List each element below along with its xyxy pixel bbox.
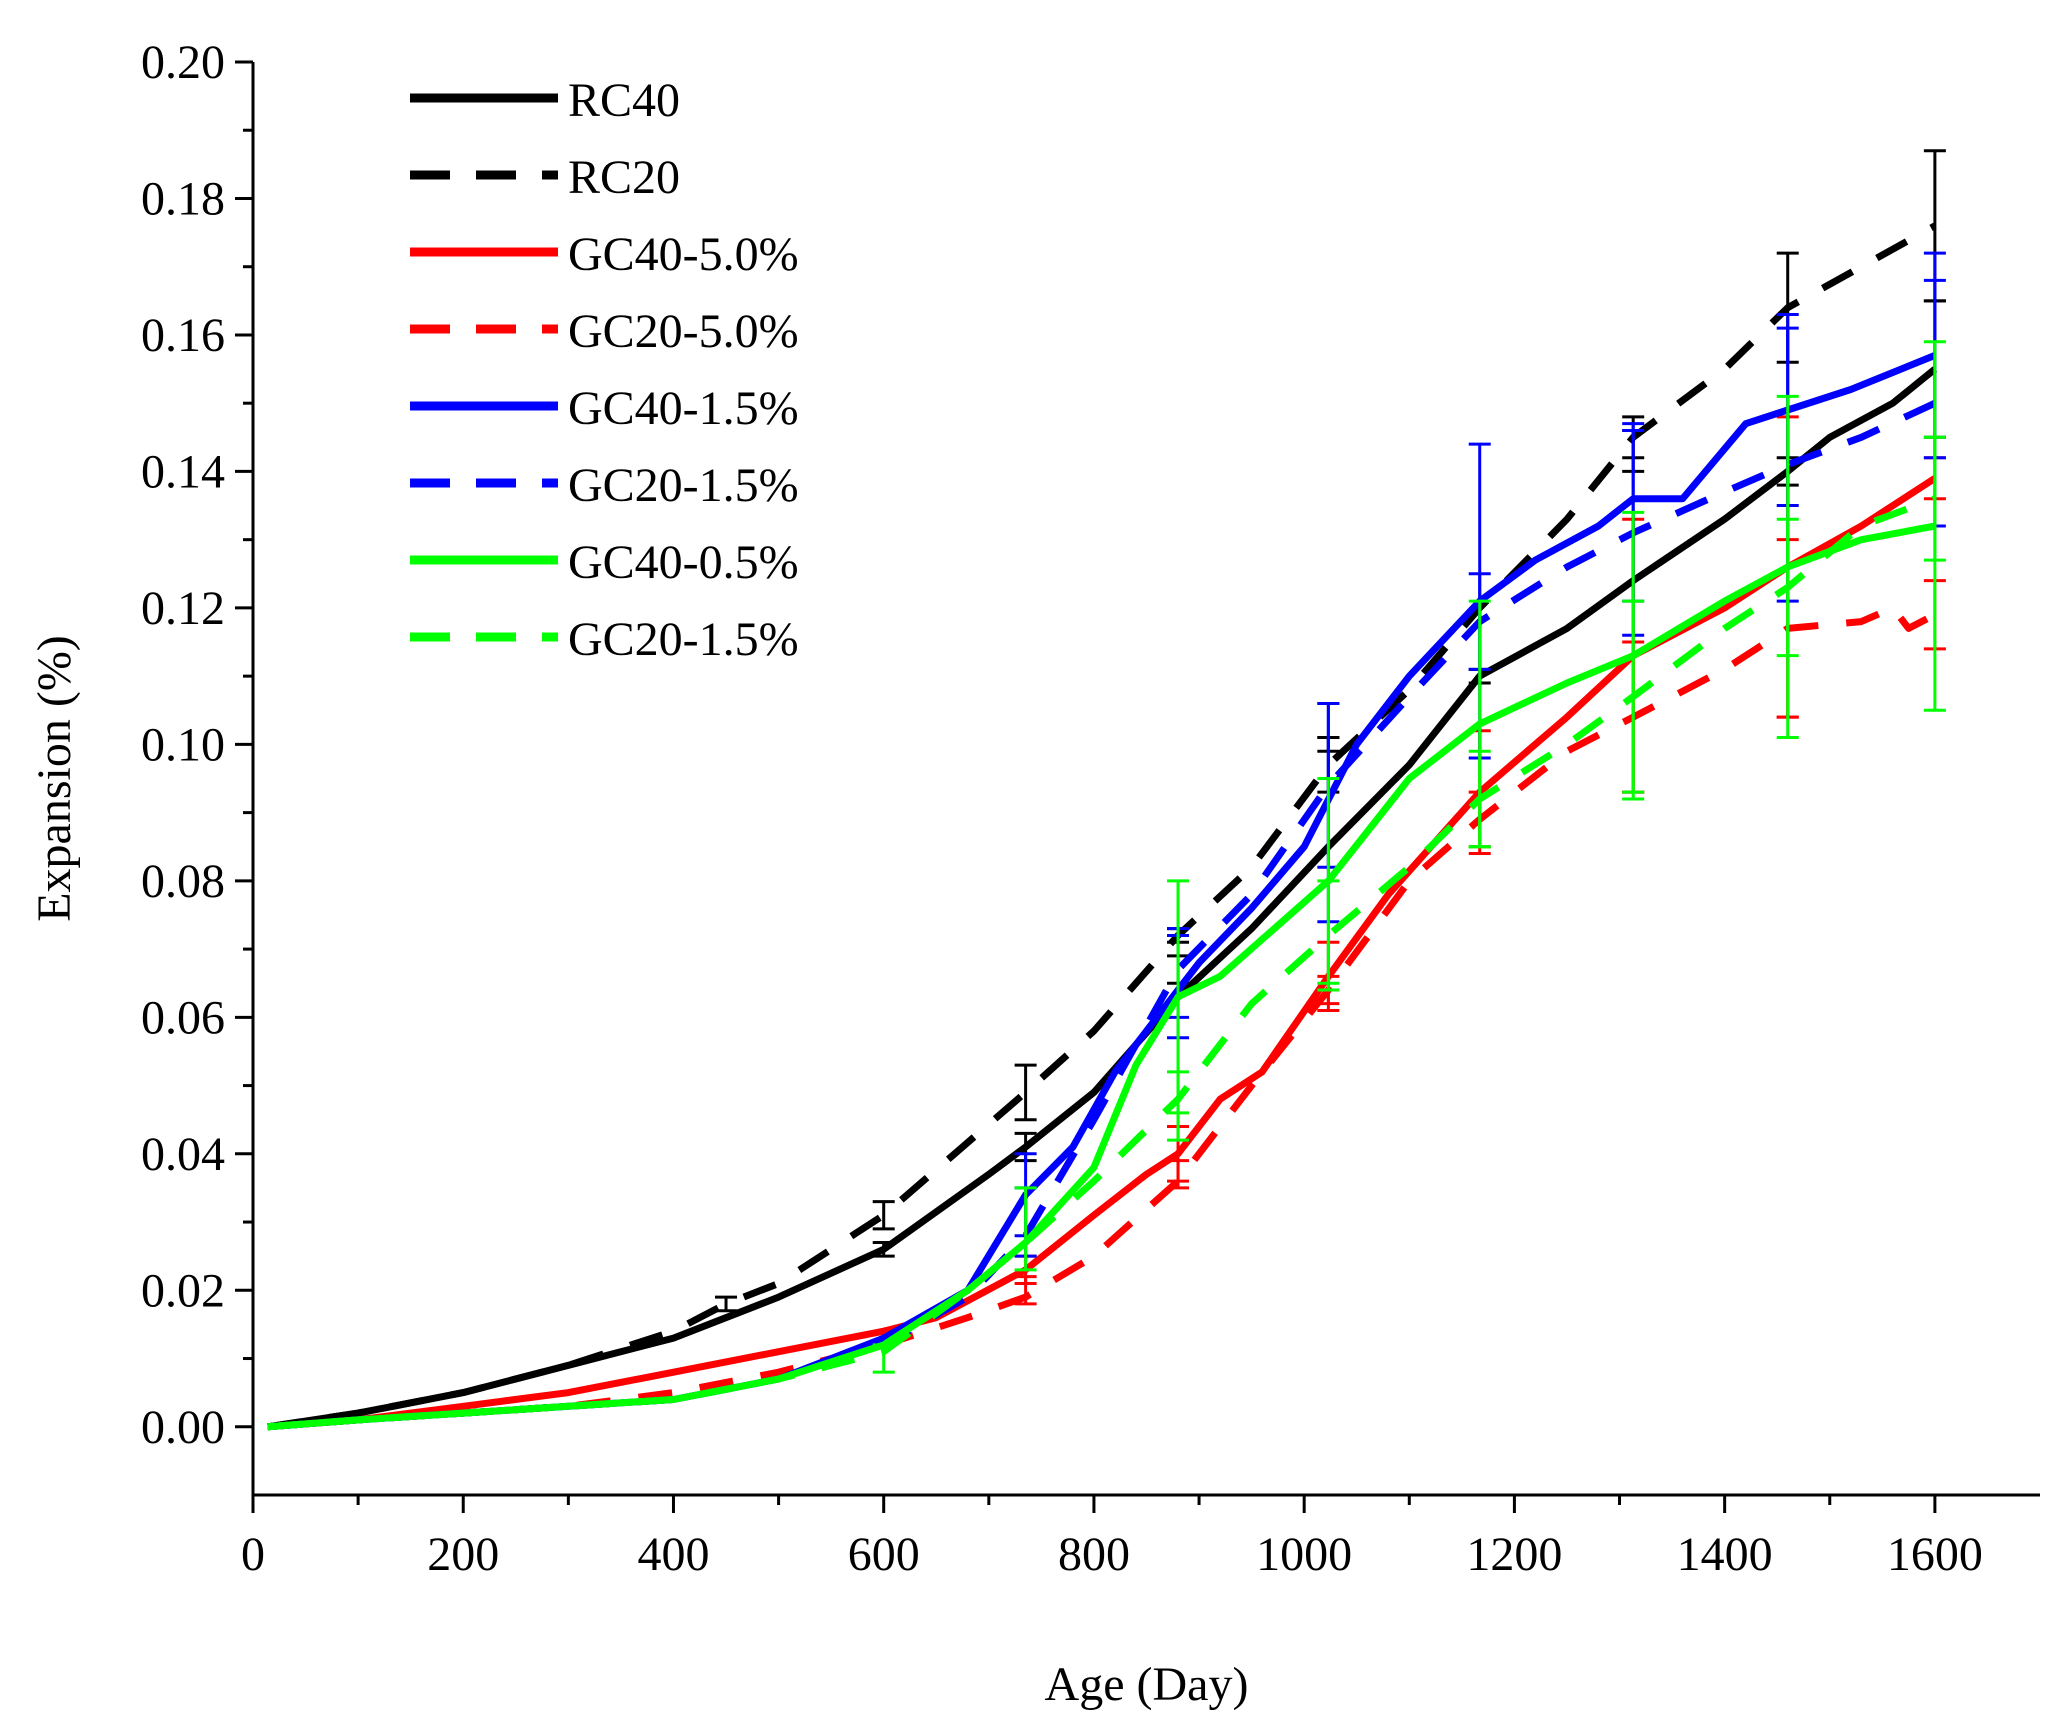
- legend-item: GC20-5.0%: [410, 305, 799, 358]
- legend-item: GC40-5.0%: [410, 228, 799, 281]
- y-tick-label: 0.12: [141, 582, 225, 635]
- x-tick-label: 1600: [1887, 1528, 1983, 1581]
- legend-item: GC20-1.5%: [410, 459, 799, 512]
- legend-item: GC40-1.5%: [410, 382, 799, 435]
- legend-label: GC20-1.5%: [568, 613, 799, 666]
- series-line: [267, 366, 1938, 1431]
- x-tick-label: 800: [1058, 1528, 1130, 1581]
- legend-label: GC20-1.5%: [568, 459, 799, 512]
- legend-label: RC20: [568, 151, 680, 204]
- x-tick-label: 1200: [1466, 1528, 1562, 1581]
- legend-item: RC40: [410, 74, 680, 127]
- x-tick-label: 400: [637, 1528, 709, 1581]
- y-axis-label: Expansion (%): [28, 635, 81, 922]
- y-tick-label: 0.02: [141, 1264, 225, 1317]
- series-line: [267, 495, 1937, 1431]
- x-axis-ticks: 0 200 400 600 800 1000 1200 1400 1600: [241, 1495, 1983, 1581]
- x-tick-label: 0: [241, 1528, 265, 1581]
- legend-item: GC40-0.5%: [410, 536, 799, 589]
- series-8: [267, 435, 1946, 1431]
- series-4: [267, 538, 1946, 1431]
- y-tick-label: 0.18: [141, 172, 225, 225]
- legend-label: GC20-5.0%: [568, 305, 799, 358]
- series-6: [267, 278, 1946, 1431]
- y-tick-label: 0.00: [141, 1401, 225, 1454]
- series-3: [267, 415, 1946, 1431]
- y-tick-label: 0.20: [141, 36, 225, 89]
- legend-item: GC20-1.5%: [410, 613, 799, 666]
- legend-label: GC40-5.0%: [568, 228, 799, 281]
- series-2: [267, 149, 1946, 1431]
- y-tick-label: 0.04: [141, 1128, 225, 1181]
- y-tick-label: 0.08: [141, 855, 225, 908]
- y-tick-label: 0.14: [141, 445, 225, 498]
- legend-item: RC20: [410, 151, 680, 204]
- series-line: [267, 352, 1937, 1431]
- y-tick-label: 0.10: [141, 718, 225, 771]
- series-line: [267, 604, 1937, 1431]
- legend-label: RC40: [568, 74, 680, 127]
- x-axis-label: Age (Day): [1045, 1658, 1249, 1711]
- legend-label: GC40-0.5%: [568, 536, 799, 589]
- legend: RC40 RC20 GC40-5.0% GC20-5.0% GC40-1.5% GC20-…: [410, 74, 799, 666]
- axes: 0 200 400 600 800 1000 1200 1400 1600 0.000.020.…: [141, 36, 2040, 1581]
- plot-area: [267, 149, 1946, 1431]
- legend-label: GC40-1.5%: [568, 382, 799, 435]
- x-tick-label: 200: [427, 1528, 499, 1581]
- y-tick-label: 0.06: [141, 991, 225, 1044]
- x-tick-label: 1400: [1677, 1528, 1773, 1581]
- series-line: [267, 522, 1936, 1431]
- series-line: [267, 475, 1937, 1431]
- y-tick-label: 0.16: [141, 309, 225, 362]
- series-1: [267, 299, 1946, 1431]
- series-5: [267, 251, 1946, 1431]
- x-tick-label: 600: [848, 1528, 920, 1581]
- y-axis-ticks: 0.00 0.02 0.04 0.06 0.08 0.10 0.12 0.14 0.16 0.18…: [141, 36, 253, 1454]
- x-tick-label: 1000: [1256, 1528, 1352, 1581]
